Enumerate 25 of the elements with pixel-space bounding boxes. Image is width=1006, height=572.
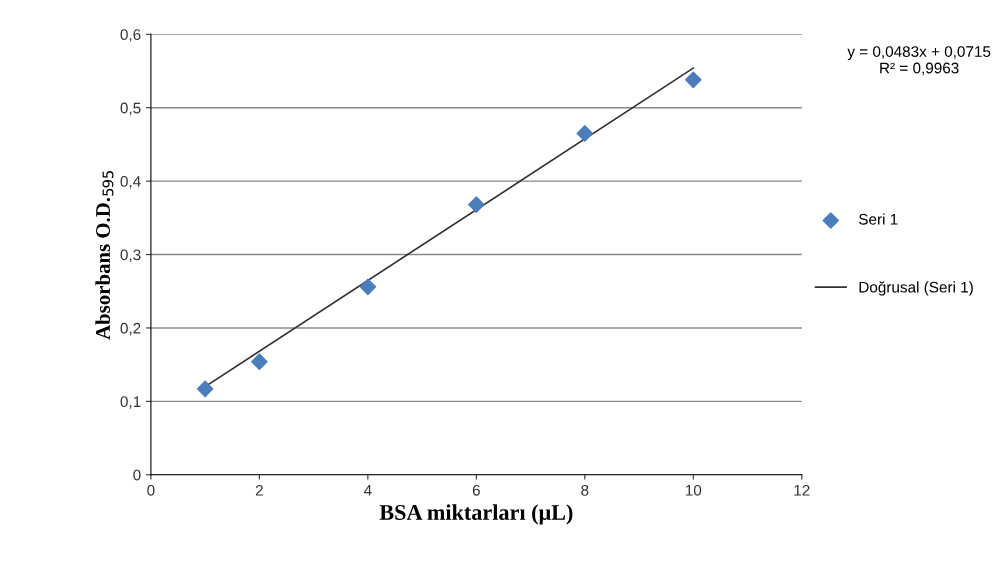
legend-label: Seri 1 bbox=[859, 213, 898, 225]
x-tick-label: 0 bbox=[147, 484, 155, 496]
point bbox=[359, 278, 377, 296]
y-tick-label: 0,4 bbox=[120, 176, 141, 189]
x-tick-label: 2 bbox=[255, 484, 263, 496]
x-tick-label: 4 bbox=[363, 485, 372, 496]
y-tick-label: 0,6 bbox=[120, 29, 141, 42]
point bbox=[684, 71, 702, 89]
y-tick-label: 0,3 bbox=[120, 249, 141, 263]
text: y = 0,0483x + 0,0715 R² = 0,9963 bbox=[847, 46, 991, 76]
x-tick-label: 8 bbox=[581, 484, 589, 496]
y-tick-label: 0,1 bbox=[120, 396, 141, 409]
point bbox=[251, 353, 268, 371]
point bbox=[196, 380, 214, 398]
point bbox=[468, 196, 485, 213]
y-tick-label: 0,2 bbox=[120, 322, 141, 336]
legend-label: Doğrusal (Seri 1) bbox=[859, 281, 973, 296]
y-tick-label: 0,5 bbox=[120, 102, 141, 116]
x-tick-label: 6 bbox=[472, 484, 480, 496]
y-tick-label: 0 bbox=[133, 469, 141, 481]
y-axis-title: Absorbans O.D.$_{595}$ bbox=[95, 171, 114, 340]
point bbox=[576, 125, 594, 142]
x-axis-title: BSA miktarları (μL) bbox=[379, 504, 573, 525]
x-tick-label: 12 bbox=[794, 484, 810, 496]
x-tick-label: 10 bbox=[685, 484, 702, 496]
